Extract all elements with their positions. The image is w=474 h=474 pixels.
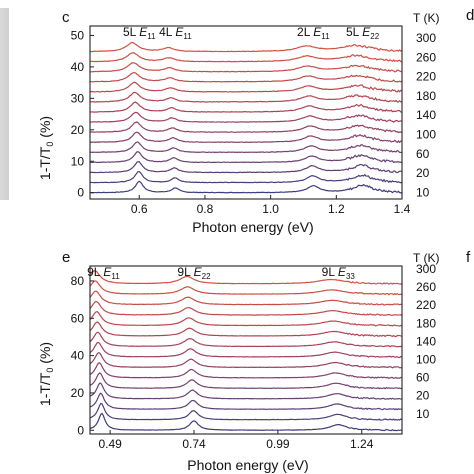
- spectrum-curve-e: [89, 402, 403, 421]
- edge-label-f: f: [466, 249, 471, 266]
- temperature-header-c: T (K): [413, 11, 439, 25]
- spectrum-curve-c: [89, 161, 403, 174]
- axes-frame-c: [89, 25, 403, 200]
- x-tick-label-e: 1.24: [350, 437, 374, 451]
- temperature-label-e: 60: [416, 371, 430, 385]
- spectrum-curve-e: [89, 311, 403, 327]
- temperature-label-e: 100: [416, 353, 436, 367]
- x-tick-label-c: 0.8: [197, 202, 214, 216]
- x-tick-label-e: 0.49: [98, 437, 122, 451]
- ticks-e: 0.49 0.74 0.99 1.24 0 20 40 60 80: [71, 265, 403, 451]
- spectrum-curve-e: [89, 382, 403, 400]
- temperature-label-c: 100: [416, 128, 436, 142]
- spectrum-curve-e: [89, 300, 403, 317]
- y-tick-label-e: 0: [77, 423, 84, 437]
- y-tick-label-c: 0: [77, 186, 84, 200]
- temperature-labels-e: 300 260 220 180 140 100 60 20 10: [416, 262, 436, 421]
- y-tick-label-e: 40: [71, 349, 85, 363]
- spectrum-curve-c: [89, 180, 403, 194]
- x-tick-label-c: 0.6: [131, 202, 148, 216]
- plot-area-e: [89, 270, 403, 432]
- temperature-label-c: 140: [416, 108, 436, 122]
- temperature-label-e: 180: [416, 316, 436, 330]
- panel-label-e: e: [62, 249, 70, 266]
- temperature-label-e: 20: [416, 389, 430, 403]
- spectrum-curve-c: [89, 121, 403, 134]
- spectrum-curve-e: [89, 321, 403, 338]
- y-tick-label-e: 80: [71, 274, 85, 288]
- y-tick-label-c: 40: [71, 60, 85, 74]
- cropped-image-strip: [0, 8, 9, 200]
- x-axis-label-e: Photon energy (eV): [187, 457, 308, 473]
- spectrum-curve-e: [89, 290, 403, 306]
- spectrum-curve-c: [89, 81, 403, 93]
- peak-annotations-e: 9L E11 9L E22 9L E33: [87, 265, 355, 281]
- temperature-label-c: 60: [416, 147, 430, 161]
- spectrum-curve-c: [89, 101, 403, 113]
- spectrum-curve-c: [89, 62, 403, 73]
- spectrum-curve-c: [90, 91, 403, 103]
- temperature-header-e: T (K): [413, 251, 439, 265]
- spectrum-curve-c: [89, 41, 403, 53]
- x-tick-label-c: 1.2: [328, 202, 345, 216]
- peak-label-c: 4L E11: [159, 25, 192, 41]
- panel-c: c 1-T/T0 (%) Photon energy (eV) T (K) 0.…: [37, 9, 439, 235]
- temperature-label-c: 180: [416, 89, 436, 103]
- peak-label-c: 2L E11: [297, 25, 330, 41]
- spectrum-curve-e: [89, 331, 403, 348]
- y-axis-label-c: 1-T/T0 (%): [37, 116, 55, 180]
- spectrum-curve-e: [89, 352, 403, 369]
- temperature-label-c: 300: [416, 31, 436, 45]
- spectrum-curve-e: [89, 341, 403, 359]
- x-tick-label-e: 0.99: [266, 437, 290, 451]
- temperature-label-e: 140: [416, 334, 436, 348]
- temperature-label-e: 300: [416, 262, 436, 276]
- spectrum-curve-c: [89, 131, 403, 144]
- temperature-label-c: 260: [416, 50, 436, 64]
- panel-e: e 1-T/T0 (%) Photon energy (eV) T (K) 0.…: [37, 249, 439, 473]
- temperature-label-c: 220: [416, 70, 436, 84]
- spectrum-curve-e: [89, 412, 402, 432]
- ticks-c: 0.6 0.8 1.0 1.2 1.4 0 10 20 30 40 50: [71, 25, 411, 216]
- spectrum-curve-e: [89, 392, 403, 411]
- spectrum-curve-c: [90, 72, 403, 83]
- y-tick-label-e: 60: [71, 311, 85, 325]
- temperature-label-e: 220: [416, 298, 436, 312]
- y-axis-label-e: 1-T/T0 (%): [37, 342, 55, 406]
- temperature-label-c: 20: [416, 166, 430, 180]
- y-tick-label-c: 10: [71, 154, 85, 168]
- x-tick-label-c: 1.4: [394, 202, 411, 216]
- temperature-labels-c: 300 260 220 180 140 100 60 20 10: [416, 31, 436, 199]
- plot-area-c: [89, 41, 403, 194]
- peak-label-e: 9L E33: [322, 265, 356, 281]
- x-tick-label-c: 1.0: [262, 202, 279, 216]
- spectrum-curve-e: [89, 362, 403, 380]
- y-tick-label-c: 20: [71, 123, 85, 137]
- spectrum-curve-c: [89, 111, 403, 123]
- x-tick-label-e: 0.74: [182, 437, 206, 451]
- axes-frame-e: [89, 265, 403, 435]
- edge-label-d: d: [466, 7, 474, 24]
- spectrum-curve-e: [89, 270, 403, 285]
- spectrum-curve-e: [89, 280, 403, 296]
- x-axis-label-c: Photon energy (eV): [192, 219, 313, 235]
- spectrum-curve-c: [89, 170, 403, 184]
- peak-label-e: 9L E22: [177, 265, 211, 281]
- temperature-label-e: 260: [416, 280, 436, 294]
- y-tick-label-c: 30: [71, 91, 85, 105]
- spectrum-curve-c: [89, 52, 403, 63]
- spectrum-curve-c: [89, 141, 403, 154]
- spectrum-curve-c: [89, 151, 403, 164]
- y-tick-label-e: 20: [71, 386, 85, 400]
- peak-label-c: 5L E22: [346, 25, 380, 41]
- peak-label-e: 9L E11: [87, 265, 120, 281]
- temperature-label-c: 10: [416, 185, 430, 199]
- spectrum-curve-e: [89, 372, 403, 390]
- peak-label-c: 5L E11: [123, 25, 156, 41]
- peak-annotations-c: 5L E11 4L E11 2L E11 5L E22: [123, 25, 380, 41]
- temperature-label-e: 10: [416, 407, 430, 421]
- panel-label-c: c: [62, 9, 70, 26]
- y-tick-label-c: 50: [71, 28, 85, 42]
